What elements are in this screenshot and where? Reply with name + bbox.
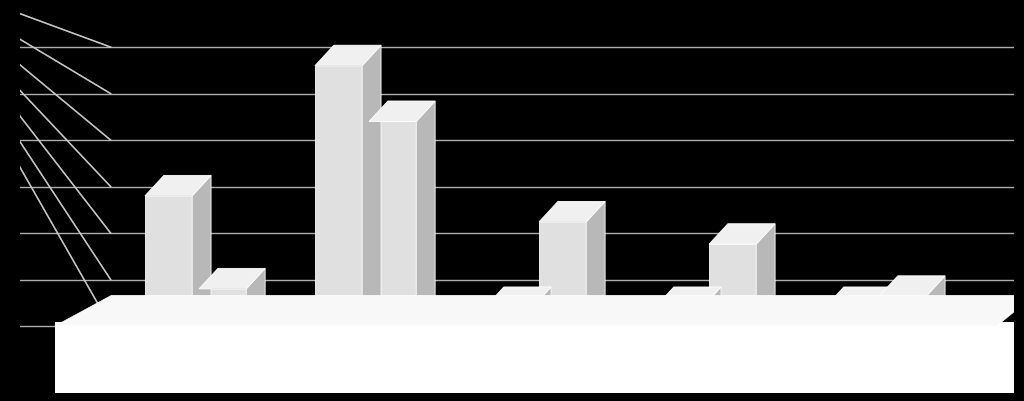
Polygon shape — [246, 268, 265, 326]
Polygon shape — [702, 287, 721, 326]
Bar — [315, 66, 362, 326]
Polygon shape — [315, 45, 381, 66]
Bar — [709, 244, 756, 326]
Bar — [879, 296, 926, 326]
Polygon shape — [369, 101, 435, 122]
Polygon shape — [879, 276, 945, 296]
Polygon shape — [926, 276, 945, 326]
Polygon shape — [825, 287, 891, 308]
Polygon shape — [362, 45, 381, 326]
Bar — [369, 122, 416, 326]
Polygon shape — [532, 287, 551, 326]
Polygon shape — [485, 287, 551, 308]
Bar — [55, 322, 1024, 393]
Polygon shape — [193, 175, 211, 326]
Polygon shape — [416, 101, 435, 326]
Bar — [145, 196, 193, 326]
Polygon shape — [756, 224, 775, 326]
Bar — [199, 289, 246, 326]
Polygon shape — [872, 287, 891, 326]
Polygon shape — [539, 201, 605, 222]
Bar — [655, 308, 702, 326]
Bar — [539, 222, 586, 326]
Bar — [485, 308, 532, 326]
Polygon shape — [586, 201, 605, 326]
Polygon shape — [655, 287, 721, 308]
Polygon shape — [145, 175, 211, 196]
Polygon shape — [709, 224, 775, 244]
Bar — [825, 308, 872, 326]
Polygon shape — [199, 268, 265, 289]
Polygon shape — [55, 296, 1024, 326]
